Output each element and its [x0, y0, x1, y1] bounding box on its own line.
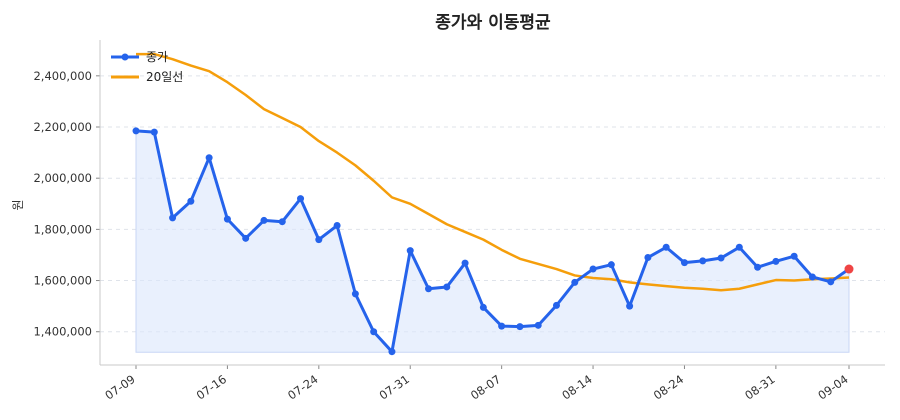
x-tick-label: 08-24: [651, 372, 686, 403]
close-point: [498, 322, 506, 330]
y-axis-label: 원: [11, 199, 25, 210]
close-point: [461, 259, 469, 267]
close-point: [406, 247, 414, 255]
close-point: [790, 252, 798, 260]
close-point: [297, 195, 305, 203]
legend-label-close: 종가: [146, 50, 168, 64]
close-point: [644, 254, 652, 262]
close-point: [479, 303, 487, 311]
y-tick-label: 2,000,000: [33, 171, 92, 185]
close-point: [370, 328, 378, 336]
y-tick-label: 1,400,000: [33, 325, 92, 339]
close-point: [717, 254, 725, 262]
x-tick-label: 08-07: [468, 372, 503, 403]
y-tick-label: 1,600,000: [33, 274, 92, 288]
close-point: [827, 278, 835, 286]
close-point: [187, 197, 195, 205]
close-point: [169, 214, 177, 222]
x-tick-label: 07-24: [285, 372, 320, 403]
chart-title: 종가와 이동평균: [435, 13, 551, 33]
close-point: [132, 127, 140, 135]
close-point: [205, 154, 213, 162]
close-point: [735, 243, 743, 251]
close-point: [680, 259, 688, 267]
close-point: [333, 222, 341, 230]
close-point: [516, 323, 524, 331]
close-point: [443, 283, 451, 291]
close-point: [223, 215, 231, 223]
x-tick-label: 07-31: [377, 372, 412, 403]
close-point: [534, 321, 542, 329]
close-point: [315, 236, 323, 244]
close-point: [388, 348, 396, 356]
close-point: [552, 301, 560, 309]
close-point: [242, 234, 250, 242]
series-line-close: [135, 129, 850, 354]
series-layer: [132, 52, 854, 356]
close-point: [278, 218, 286, 226]
close-point: [662, 243, 670, 251]
y-axis-ticks: 1,400,000 1,600,000 1,800,000 2,000,000 2,20…: [33, 69, 100, 339]
close-point: [351, 290, 359, 298]
x-tick-label: 07-16: [194, 372, 229, 403]
legend-label-ma20: 20일선: [146, 70, 183, 84]
x-tick-label: 08-31: [742, 372, 777, 403]
x-tick-label: 08-14: [559, 372, 594, 403]
y-tick-label: 1,800,000: [33, 222, 92, 236]
close-point: [589, 265, 597, 273]
close-point: [425, 285, 433, 293]
x-tick-label: 09-04: [815, 372, 850, 403]
close-point: [150, 128, 158, 136]
legend: 종가 20일선: [111, 50, 183, 84]
close-point: [754, 263, 762, 271]
close-point: [571, 278, 579, 286]
series-line-ma20: [136, 52, 850, 292]
x-tick-label: 07-09: [102, 372, 137, 403]
close-point: [626, 302, 634, 310]
close-point: [808, 273, 816, 281]
close-point: [772, 257, 780, 265]
x-axis-ticks: 07-09 07-16 07-24 07-31 08-07 08-14 08-24 08-31…: [102, 365, 851, 403]
close-point: [607, 261, 615, 269]
y-tick-label: 2,400,000: [33, 69, 92, 83]
close-area-fill: [135, 130, 850, 353]
legend-marker-close: [121, 53, 129, 61]
close-point: [260, 216, 268, 224]
close-point: [699, 257, 707, 265]
y-tick-label: 2,200,000: [33, 120, 92, 134]
last-close-point: [844, 264, 854, 274]
